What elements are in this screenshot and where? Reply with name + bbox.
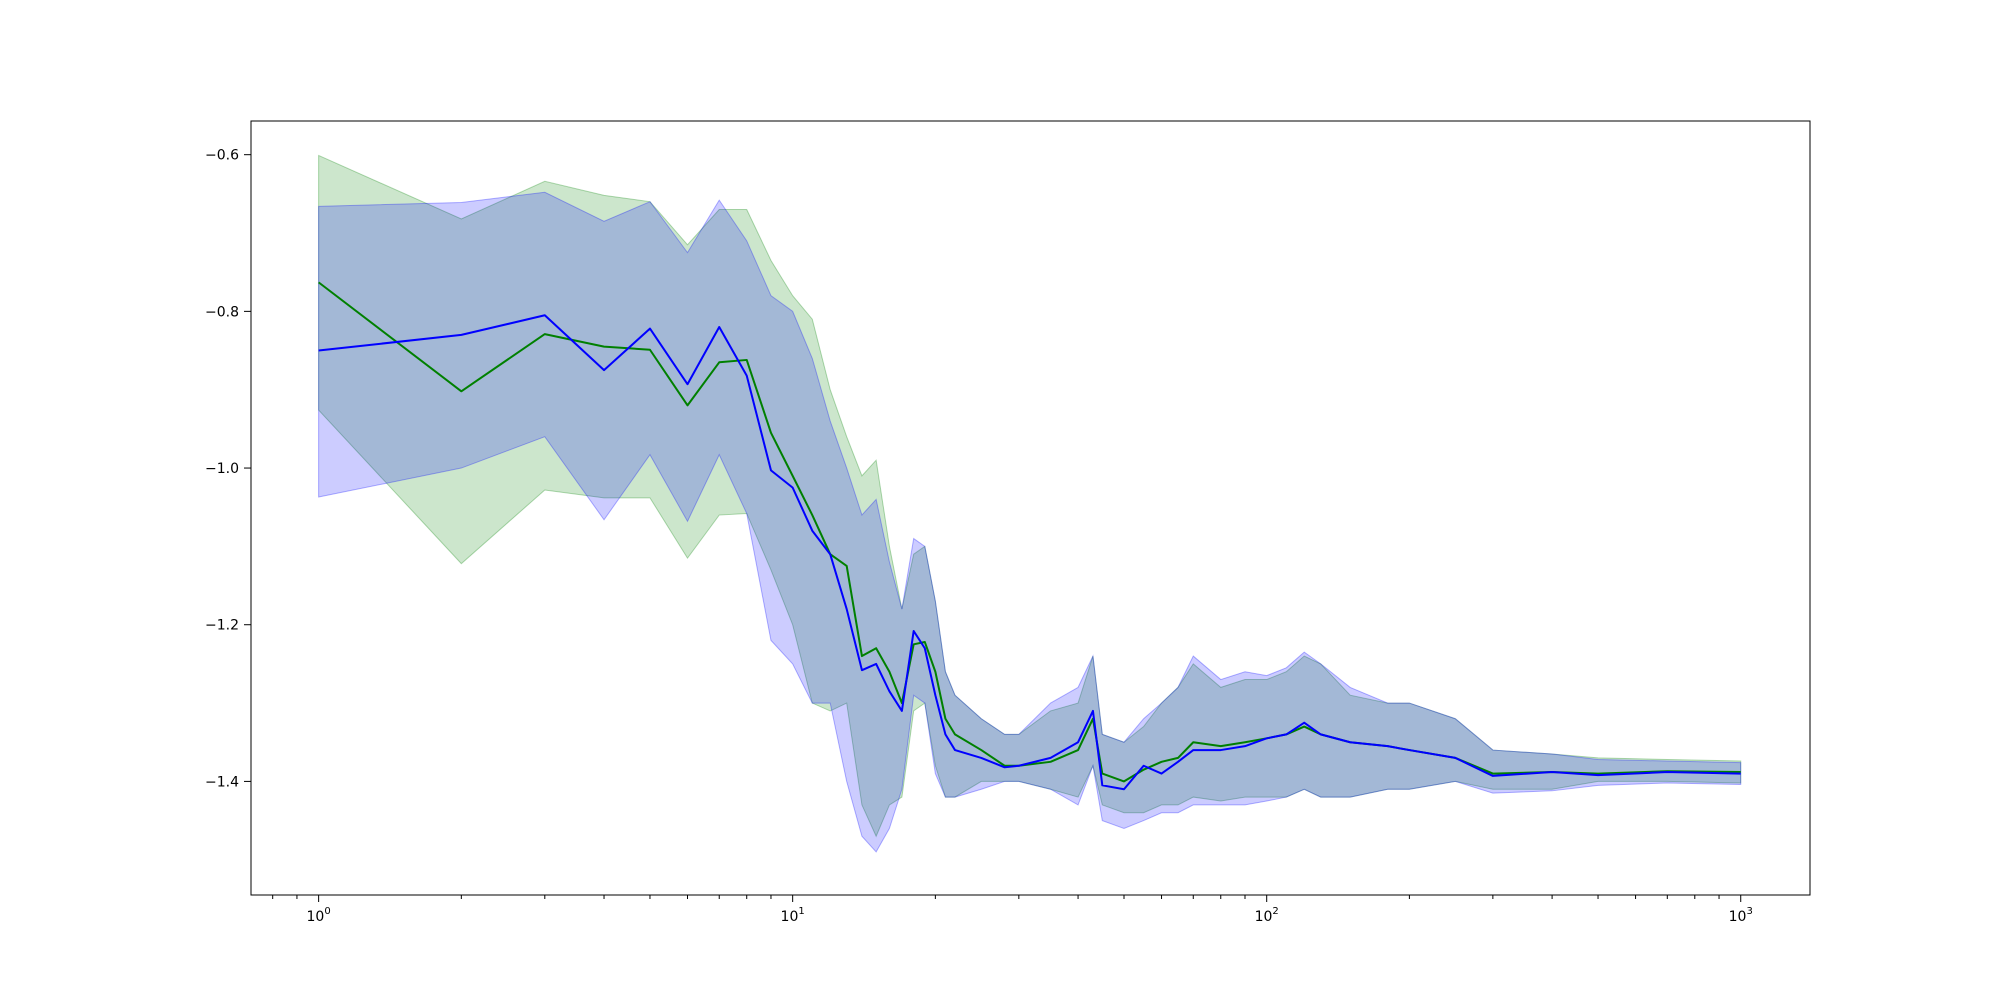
series-1-line (318, 314, 1741, 791)
y-tick-label: −1.0 (205, 461, 239, 477)
y-tick-label: −1.2 (205, 618, 239, 634)
plot-frame (250, 120, 1811, 896)
x-tick-base: 10 (1255, 909, 1273, 925)
x-axis: 100 101 102 103 (272, 895, 1753, 925)
series-0-band (318, 154, 1742, 838)
y-tick-label: −0.8 (205, 304, 239, 320)
x-tick-label: 101 (781, 906, 805, 925)
y-tick-label: −1.4 (205, 774, 239, 790)
x-tick-label: 100 (307, 906, 331, 925)
x-tick-base: 10 (781, 909, 799, 925)
confidence-bands (318, 154, 1742, 853)
x-tick-label: 102 (1255, 906, 1279, 925)
x-tick-exponent: 1 (798, 906, 804, 917)
y-tick-label: −0.6 (205, 148, 239, 164)
y-axis: −0.6 −0.8 −1.0 −1.2 −1.4 (205, 148, 251, 790)
x-tick-exponent: 2 (1272, 906, 1278, 917)
series-1-band (318, 191, 1742, 853)
x-tick-base: 10 (1729, 909, 1747, 925)
x-tick-label: 103 (1729, 906, 1753, 925)
series-lines (318, 281, 1741, 791)
x-tick-base: 10 (307, 909, 325, 925)
x-tick-exponent: 0 (324, 906, 330, 917)
x-tick-exponent: 3 (1746, 906, 1752, 917)
